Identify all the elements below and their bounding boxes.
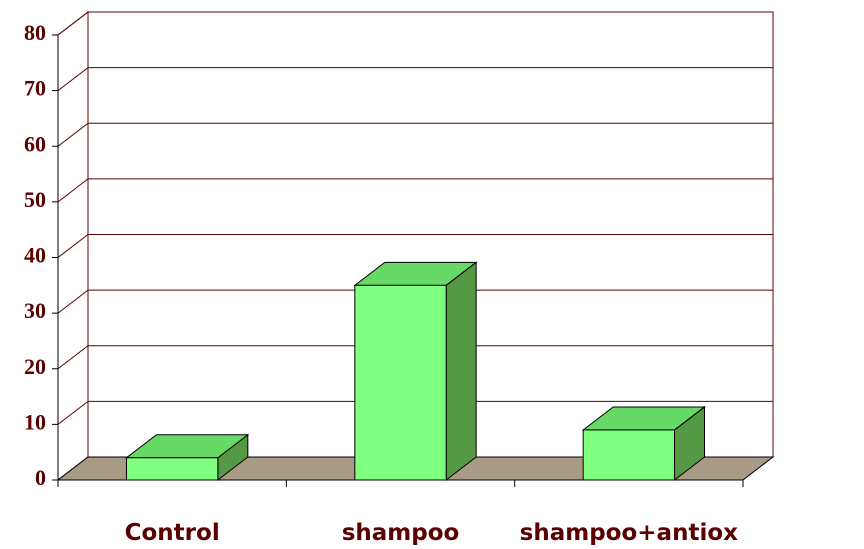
y-tick-label: 20 (24, 354, 46, 379)
bar-side (445, 261, 477, 482)
grid-line (57, 67, 89, 92)
grid-line (57, 234, 89, 258)
y-tick-label: 60 (24, 131, 46, 156)
y-tick-label: 50 (24, 187, 46, 212)
grid-line (57, 122, 89, 147)
x-tick-label: shampoo (342, 520, 460, 546)
grid-line (57, 178, 89, 203)
grid-line (57, 289, 89, 314)
grid-line (57, 11, 89, 36)
grid-line (57, 400, 89, 425)
y-tick-label: 40 (24, 243, 46, 268)
x-tick-label: Control (125, 520, 220, 546)
y-tick-label: 0 (35, 465, 46, 490)
bar (582, 429, 676, 481)
y-tick-label: 80 (24, 20, 46, 45)
y-tick-label: 30 (24, 298, 46, 323)
y-tick-label: 10 (24, 409, 46, 434)
x-tick-label: shampoo+antiox (520, 520, 738, 546)
grid-line (57, 345, 89, 370)
bar (126, 457, 219, 481)
y-tick-label: 70 (24, 76, 46, 101)
bar (354, 284, 447, 481)
